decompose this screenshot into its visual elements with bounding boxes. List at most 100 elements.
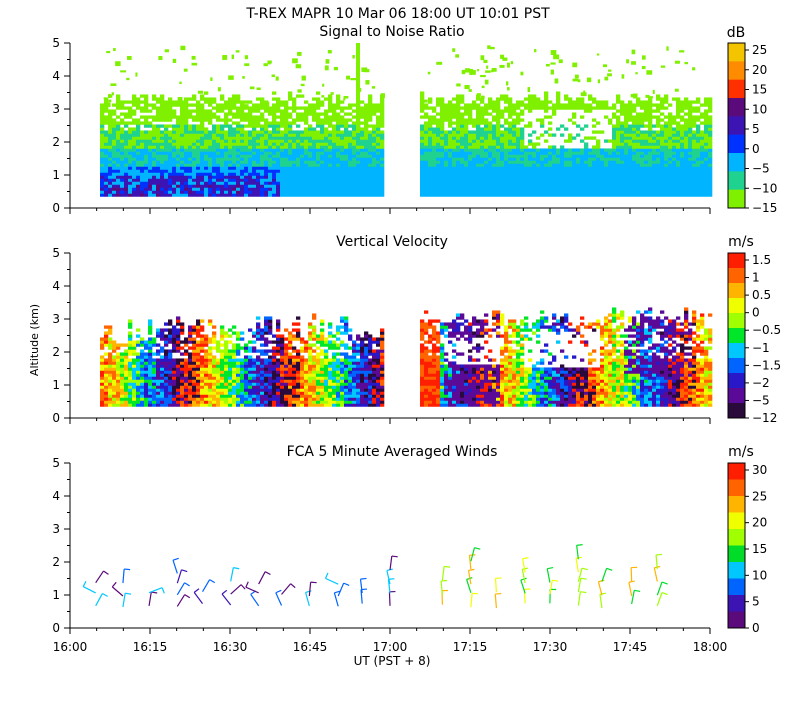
heatmap-cell <box>140 130 144 133</box>
heatmap-cell <box>321 95 324 97</box>
heatmap-cell <box>496 118 500 121</box>
heatmap-cell <box>168 175 172 178</box>
heatmap-cell <box>480 187 484 190</box>
heatmap-cell <box>196 403 200 406</box>
heatmap-cell <box>132 364 136 367</box>
heatmap-cell <box>352 175 356 178</box>
heatmap-cell <box>212 190 216 193</box>
heatmap-cell <box>352 169 356 172</box>
heatmap-cell <box>352 193 356 196</box>
heatmap-cell <box>600 190 604 193</box>
heatmap-cell <box>428 121 432 124</box>
heatmap-cell <box>520 103 524 106</box>
heatmap-cell <box>424 124 428 127</box>
heatmap-cell <box>536 118 540 121</box>
heatmap-cell <box>628 118 632 121</box>
heatmap-cell <box>644 136 648 139</box>
heatmap-cell <box>165 49 169 52</box>
heatmap-cell <box>636 115 640 118</box>
heatmap-cell <box>336 112 340 115</box>
heatmap-cell <box>512 187 516 190</box>
heatmap-cell <box>432 139 436 142</box>
heatmap-cell <box>644 115 648 118</box>
heatmap-cell <box>176 193 180 196</box>
heatmap-cell <box>436 193 440 196</box>
heatmap-cell <box>708 178 712 181</box>
heatmap-cell <box>596 181 600 184</box>
heatmap-cell <box>296 145 300 148</box>
heatmap-cell <box>464 154 468 157</box>
heatmap-cell <box>664 157 668 160</box>
heatmap-cell <box>448 181 452 184</box>
heatmap-cell <box>432 193 436 196</box>
heatmap-cell <box>524 169 528 172</box>
heatmap-cell <box>240 106 244 109</box>
heatmap-cell <box>292 157 296 160</box>
heatmap-cell <box>448 148 452 151</box>
colorbar-label: 25 <box>752 43 767 57</box>
heatmap-cell <box>504 142 508 145</box>
heatmap-cell <box>544 157 548 160</box>
heatmap-cell <box>108 400 112 403</box>
heatmap-cell <box>216 154 220 157</box>
heatmap-cell <box>616 193 620 196</box>
heatmap-cell <box>188 388 192 391</box>
heatmap-cell <box>520 181 524 184</box>
heatmap-cell <box>368 151 372 154</box>
heatmap-cell <box>172 127 176 130</box>
heatmap-cell <box>692 187 696 190</box>
heatmap-cell <box>680 187 684 190</box>
heatmap-cell <box>488 157 492 160</box>
heatmap-cell <box>216 166 220 169</box>
heatmap-cell <box>180 193 184 196</box>
heatmap-cell <box>636 136 640 139</box>
heatmap-cell <box>572 181 576 184</box>
heatmap-cell <box>664 151 668 154</box>
heatmap-cell <box>212 157 216 160</box>
heatmap-cell <box>160 106 164 109</box>
heatmap-cell <box>112 181 116 184</box>
heatmap-cell <box>364 145 368 148</box>
heatmap-cell <box>604 103 608 106</box>
heatmap-cell <box>464 166 468 169</box>
heatmap-cell <box>192 343 196 346</box>
heatmap-cell <box>540 193 544 196</box>
heatmap-cell <box>516 130 520 133</box>
heatmap-cell <box>564 103 568 106</box>
heatmap-cell <box>256 184 260 187</box>
heatmap-cell <box>332 136 336 139</box>
heatmap-cell <box>284 193 288 196</box>
heatmap-cell <box>540 118 544 121</box>
heatmap-cell <box>352 127 356 130</box>
heatmap-cell <box>480 130 484 133</box>
heatmap-cell <box>124 169 128 172</box>
heatmap-cell <box>464 175 468 178</box>
heatmap-cell <box>612 136 616 139</box>
heatmap-cell <box>184 349 188 352</box>
heatmap-cell <box>332 169 336 172</box>
heatmap-cell <box>292 160 296 163</box>
heatmap-cell <box>116 169 120 172</box>
heatmap-cell <box>192 181 196 184</box>
heatmap-cell <box>180 352 184 355</box>
heatmap-cell <box>100 136 104 139</box>
heatmap-cell <box>332 178 336 181</box>
heatmap-cell <box>140 109 144 112</box>
heatmap-cell <box>452 139 456 142</box>
heatmap-cell <box>348 190 352 193</box>
heatmap-cell <box>152 352 156 355</box>
heatmap-cell <box>512 172 516 175</box>
heatmap-cell <box>292 169 296 172</box>
heatmap-cell <box>120 184 124 187</box>
heatmap-cell <box>280 181 284 184</box>
heatmap-cell <box>488 142 492 145</box>
heatmap-cell <box>120 178 124 181</box>
heatmap-cell <box>312 139 316 142</box>
heatmap-cell <box>104 115 108 118</box>
heatmap-cell <box>236 163 240 166</box>
heatmap-cell <box>324 193 328 196</box>
heatmap-cell <box>532 142 536 145</box>
heatmap-cell <box>444 142 448 145</box>
heatmap-cell <box>528 187 532 190</box>
heatmap-cell <box>108 337 112 340</box>
